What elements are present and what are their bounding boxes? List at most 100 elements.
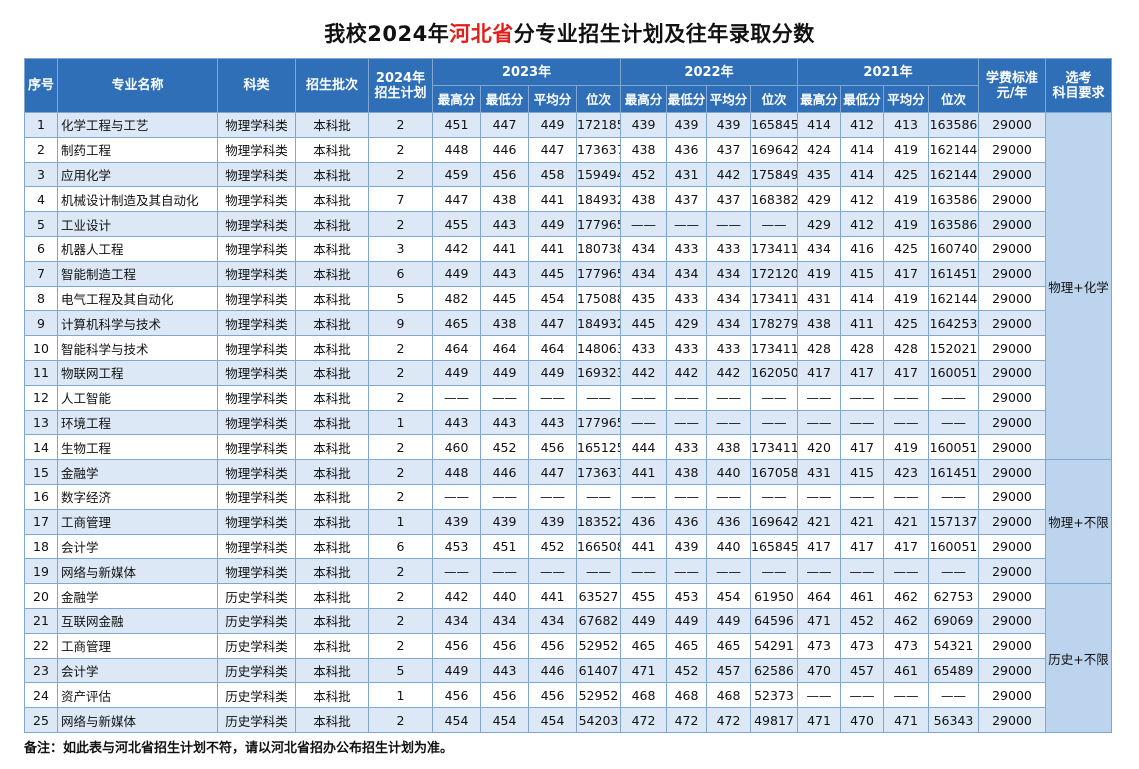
- cell: 63527: [576, 583, 621, 609]
- cell: 29000: [978, 483, 1046, 510]
- cell: ——: [576, 558, 621, 585]
- cell: 449: [528, 112, 577, 138]
- cell: 433: [666, 235, 707, 262]
- cell: 本科批: [295, 112, 369, 138]
- sub-header-cell: 最低分: [480, 85, 529, 113]
- cell: 160051: [928, 359, 979, 386]
- cell: 462: [883, 583, 929, 609]
- cell: 23: [24, 657, 58, 684]
- table-row: 11 物联网工程 物理学科类 本科批 2 449 449 449 169323 442 442 442…: [24, 359, 1112, 386]
- cell: 184932: [576, 310, 621, 337]
- cell: 本科批: [295, 607, 369, 634]
- major-cell: 工商管理: [57, 632, 218, 659]
- cell: 455: [432, 211, 481, 237]
- cell: 435: [620, 285, 667, 312]
- cell: 物理学科类: [217, 186, 296, 213]
- cell: 442: [432, 583, 481, 609]
- cell: 438: [620, 136, 667, 163]
- cell: 3: [24, 161, 58, 188]
- cell: 419: [883, 136, 929, 163]
- cell: 470: [797, 657, 841, 684]
- cell: 439: [666, 112, 707, 138]
- cell: 442: [620, 359, 667, 386]
- cell: ——: [750, 483, 798, 510]
- cell: 464: [528, 335, 577, 361]
- table-row: 19 网络与新媒体 物理学科类 本科批 2 —— —— —— —— —— —— —— —— —— —— —— —…: [24, 558, 1112, 585]
- cell: 441: [620, 533, 667, 560]
- cell: 物理学科类: [217, 533, 296, 560]
- cell: 456: [432, 632, 481, 659]
- cell: ——: [840, 682, 884, 709]
- major-cell: 数字经济: [57, 483, 218, 510]
- cell: 434: [620, 260, 667, 287]
- cell: 169642: [750, 508, 798, 535]
- cell: 29000: [978, 583, 1046, 609]
- cell: ——: [620, 409, 667, 436]
- cell: ——: [883, 558, 929, 585]
- cell: 443: [480, 409, 529, 436]
- cell: 434: [528, 607, 577, 634]
- cell: ——: [620, 483, 667, 510]
- cell: 29000: [978, 136, 1046, 163]
- title-part: 分专业招生计划及往年录取分数: [513, 22, 815, 46]
- cell: 29000: [978, 211, 1046, 237]
- cell: ——: [883, 384, 929, 411]
- cell: 157137: [928, 508, 979, 535]
- cell: 458: [528, 161, 577, 188]
- cell: 417: [797, 359, 841, 386]
- cell: ——: [706, 409, 751, 436]
- cell: 29000: [978, 707, 1046, 733]
- cell: 419: [883, 211, 929, 237]
- cell: ——: [576, 384, 621, 411]
- cell: 438: [706, 434, 751, 461]
- cell: 414: [797, 112, 841, 138]
- cell: 12: [24, 384, 58, 411]
- cell: 419: [883, 285, 929, 312]
- cell: 17: [24, 508, 58, 535]
- cell: 161451: [928, 260, 979, 287]
- cell: 449: [432, 657, 481, 684]
- cell: 439: [620, 112, 667, 138]
- cell: 411: [840, 310, 884, 337]
- major-cell: 金融学: [57, 459, 218, 485]
- cell: 177965: [576, 409, 621, 436]
- cell: ——: [620, 211, 667, 237]
- header-cell: 选考 科目要求: [1045, 58, 1112, 113]
- cell: 1: [368, 682, 433, 709]
- cell: 本科批: [295, 211, 369, 237]
- title-highlight: 河北省: [449, 22, 514, 46]
- cell: 物理学科类: [217, 508, 296, 535]
- cell: ——: [480, 483, 529, 510]
- cell: 本科批: [295, 707, 369, 733]
- cell: 本科批: [295, 186, 369, 213]
- cell: 465: [432, 310, 481, 337]
- cell: 412: [840, 186, 884, 213]
- major-cell: 机械设计制造及其自动化: [57, 186, 218, 213]
- cell: 433: [666, 335, 707, 361]
- cell: 471: [797, 707, 841, 733]
- cell: 历史学科类: [217, 657, 296, 684]
- cell: 454: [480, 707, 529, 733]
- major-cell: 网络与新媒体: [57, 558, 218, 585]
- cell: 452: [528, 533, 577, 560]
- cell: 441: [620, 459, 667, 485]
- header-cell: 招生批次: [295, 58, 369, 113]
- cell: 465: [706, 632, 751, 659]
- cell: 443: [480, 260, 529, 287]
- cell: 5: [24, 211, 58, 237]
- major-cell: 电气工程及其自动化: [57, 285, 218, 312]
- cell: 437: [666, 186, 707, 213]
- cell: 162144: [928, 136, 979, 163]
- major-cell: 工商管理: [57, 508, 218, 535]
- table-row: 22 工商管理 历史学科类 本科批 2 456 456 456 52952 465 465 465 54…: [24, 632, 1112, 659]
- cell: 180738: [576, 235, 621, 262]
- cell: 物理学科类: [217, 335, 296, 361]
- footnote: 备注：如此表与河北省招生计划不符，请以河北省招办公布招生计划为准。: [24, 741, 454, 756]
- cell: 471: [883, 707, 929, 733]
- cell: 440: [706, 533, 751, 560]
- cell: 445: [620, 310, 667, 337]
- table-row: 12 人工智能 物理学科类 本科批 2 —— —— —— —— —— —— —— —— —— —— —— —— 2…: [24, 384, 1112, 411]
- sub-header-cell: 平均分: [883, 85, 929, 113]
- cell: ——: [797, 558, 841, 585]
- cell: 449: [528, 211, 577, 237]
